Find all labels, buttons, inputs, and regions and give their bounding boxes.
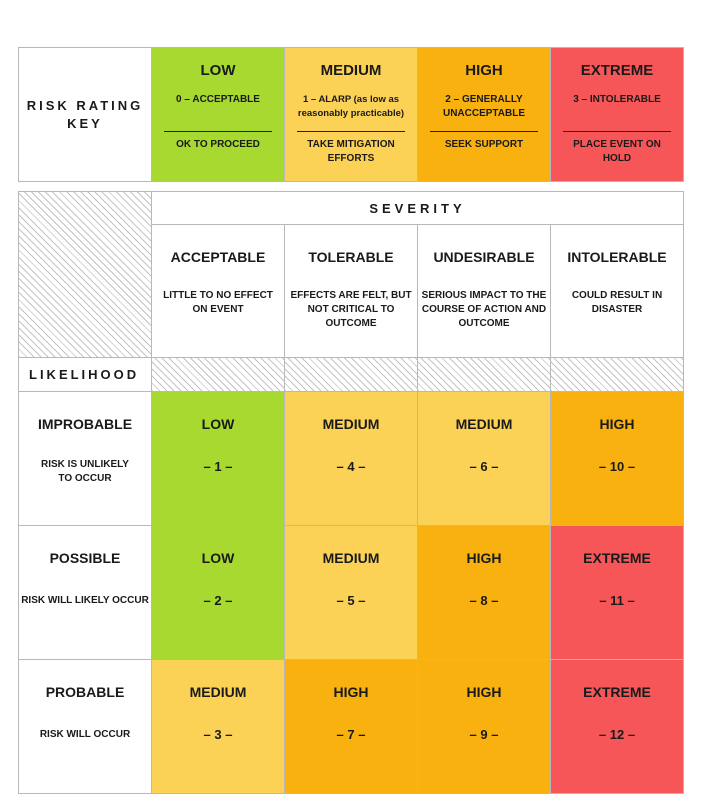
matrix-cell: HIGH – 9 – [417,659,551,794]
key-level-action: SEEK SUPPORT [444,139,524,150]
key-divider [563,131,671,132]
severity-column-intolerable: INTOLERABLE COULD RESULT IN DISASTER [550,224,684,358]
matrix-level: LOW [201,550,235,566]
matrix-cell: MEDIUM – 3 – [151,659,285,794]
likelihood-hatch [151,357,285,392]
severity-column-tolerable: TOLERABLE EFFECTS ARE FELT, BUT NOT CRIT… [284,224,418,358]
matrix-number: – 5 – [336,593,366,608]
matrix-number: – 12 – [598,727,636,742]
likelihood-hatch [550,357,684,392]
severity-title: SEVERITY [151,191,684,225]
key-level-description: 2 – GENERALLY UNACCEPTABLE [442,94,526,119]
severity-column-acceptable: ACCEPTABLE LITTLE TO NO EFFECT ON EVENT [151,224,285,358]
severity-description: LITTLE TO NO EFFECT ON EVENT [163,290,273,315]
severity-title-label: SEVERITY [369,200,466,216]
matrix-cell: LOW – 2 – [151,525,285,660]
matrix-number: – 4 – [336,459,366,474]
matrix-number: – 3 – [203,727,233,742]
matrix-cell: MEDIUM – 6 – [417,391,551,526]
key-level-label: MEDIUM [320,62,382,79]
matrix-level: HIGH [466,550,502,566]
key-level-label: HIGH [465,62,503,79]
key-level-action: PLACE EVENT ON HOLD [573,139,661,164]
severity-column-undesirable: UNDESIRABLE SERIOUS IMPACT TO THE COURSE… [417,224,551,358]
matrix-number: – 6 – [469,459,499,474]
severity-name: ACCEPTABLE [170,249,266,265]
likelihood-hatch [284,357,418,392]
matrix-level: MEDIUM [322,550,380,566]
matrix-cell: EXTREME – 11 – [550,525,684,660]
matrix-cell: MEDIUM – 5 – [284,525,418,660]
likelihood-row-improbable: IMPROBABLE RISK IS UNLIKELY TO OCCUR [18,391,152,526]
likelihood-hatch [417,357,551,392]
severity-name: INTOLERABLE [567,249,667,265]
key-level-description: 3 – INTOLERABLE [573,94,661,105]
key-column-medium: MEDIUM 1 – ALARP (as low as reasonably p… [284,47,418,182]
likelihood-title: LIKELIHOOD [18,357,152,392]
matrix-level: EXTREME [583,684,651,700]
severity-description: COULD RESULT IN DISASTER [571,290,663,315]
key-divider [164,131,272,132]
matrix-cell: HIGH – 8 – [417,525,551,660]
key-column-low: LOW 0 – ACCEPTABLE OK TO PROCEED [151,47,285,182]
matrix-cell: LOW – 1 – [151,391,285,526]
likelihood-description: RISK WILL OCCUR [39,729,131,740]
likelihood-name: POSSIBLE [49,550,121,566]
matrix-number: – 10 – [598,459,636,474]
matrix-level: HIGH [599,416,635,432]
key-level-label: EXTREME [580,62,654,79]
risk-rating-key-label: RISK RATING KEY [26,97,144,131]
likelihood-row-possible: POSSIBLE RISK WILL LIKELY OCCUR [18,525,152,660]
matrix-level: LOW [201,416,235,432]
severity-description: EFFECTS ARE FELT, BUT NOT CRITICAL TO OU… [290,290,412,329]
key-level-description: 1 – ALARP (as low as reasonably practica… [297,94,405,119]
matrix-cell: EXTREME – 12 – [550,659,684,794]
matrix-number: – 11 – [599,593,635,608]
key-level-action: OK TO PROCEED [176,139,260,150]
severity-name: UNDESIRABLE [433,249,535,265]
risk-rating-key-title: RISK RATING KEY [18,47,152,182]
matrix-cell: HIGH – 7 – [284,659,418,794]
key-column-extreme: EXTREME 3 – INTOLERABLE PLACE EVENT ON H… [550,47,684,182]
matrix-level: HIGH [333,684,369,700]
matrix-number: – 7 – [336,727,366,742]
matrix-number: – 1 – [203,459,233,474]
matrix-number: – 9 – [469,727,499,742]
key-divider [430,131,538,132]
matrix-number: – 8 – [469,593,499,608]
severity-description: SERIOUS IMPACT TO THE COURSE OF ACTION A… [421,290,547,329]
matrix-level: MEDIUM [322,416,380,432]
severity-name: TOLERABLE [308,249,394,265]
matrix-number: – 2 – [203,593,233,608]
likelihood-row-probable: PROBABLE RISK WILL OCCUR [18,659,152,794]
matrix-level: EXTREME [583,550,651,566]
matrix-level: MEDIUM [455,416,513,432]
key-level-action: TAKE MITIGATION EFFORTS [307,139,395,164]
matrix-cell: HIGH – 10 – [550,391,684,526]
key-level-description: 0 – ACCEPTABLE [176,94,260,105]
matrix-level: HIGH [466,684,502,700]
likelihood-description: RISK WILL LIKELY OCCUR [21,595,149,606]
likelihood-title-label: LIKELIHOOD [29,367,140,382]
key-level-label: LOW [200,62,236,79]
corner-hatch [18,191,152,358]
key-column-high: HIGH 2 – GENERALLY UNACCEPTABLE SEEK SUP… [417,47,551,182]
matrix-level: MEDIUM [189,684,247,700]
likelihood-description: RISK IS UNLIKELY TO OCCUR [41,459,129,484]
likelihood-name: PROBABLE [45,684,125,700]
matrix-cell: MEDIUM – 4 – [284,391,418,526]
key-divider [297,131,405,132]
likelihood-name: IMPROBABLE [37,416,133,432]
